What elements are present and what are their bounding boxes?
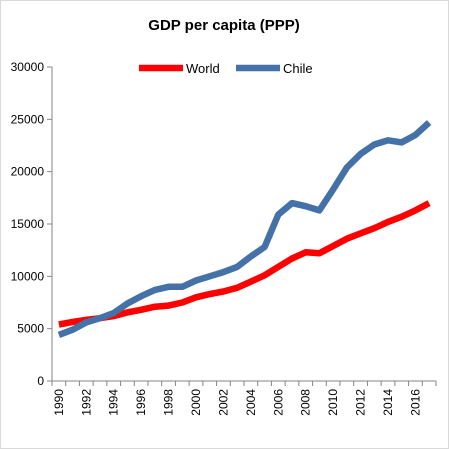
y-tick-label: 30000: [11, 60, 45, 74]
y-tick-label: 15000: [11, 217, 45, 231]
x-tick-label: 2008: [299, 389, 313, 416]
legend-label-chile: Chile: [283, 61, 313, 76]
x-tick-label: 2004: [244, 389, 258, 416]
series-line-chile: [57, 120, 432, 338]
x-tick-label: 2002: [216, 389, 230, 416]
series-lines: [57, 120, 432, 338]
x-tick-label: 2000: [189, 389, 203, 416]
y-tick-label: 5000: [17, 322, 44, 336]
x-tick-label: 1992: [79, 389, 93, 416]
axes: 0 5000 10000 15000 20000 25000 30000 1990 1992 19…: [11, 60, 437, 416]
legend-label-world: World: [186, 61, 220, 76]
y-tick-label: 10000: [11, 269, 45, 283]
chart-title: GDP per capita (PPP): [148, 17, 299, 34]
x-tick-label: 1998: [162, 389, 176, 416]
x-tick-label: 2006: [271, 389, 285, 416]
x-tick-label: 2010: [326, 389, 340, 416]
x-tick-label: 1990: [52, 389, 66, 416]
y-tick-label: 25000: [11, 112, 45, 126]
series-line-world: [58, 200, 431, 328]
x-tick-label: 1994: [107, 389, 121, 416]
x-tick-label: 2014: [381, 389, 395, 416]
y-tick-label: 0: [37, 374, 44, 388]
x-tick-label: 1996: [134, 389, 148, 416]
x-tick-label: 2012: [354, 389, 368, 416]
x-tick-label: 2016: [408, 389, 422, 416]
legend: World Chile: [139, 61, 313, 76]
y-tick-label: 20000: [11, 165, 45, 179]
